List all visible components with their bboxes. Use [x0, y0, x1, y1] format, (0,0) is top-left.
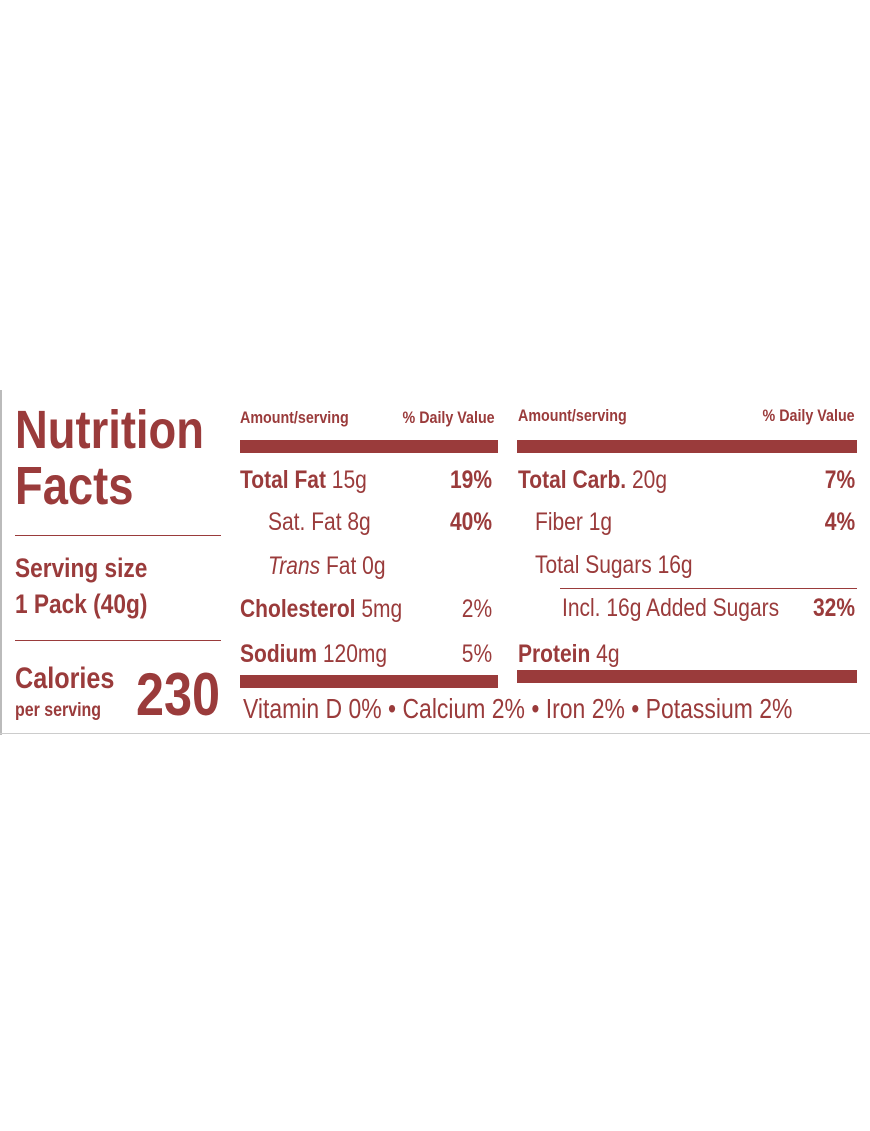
thick-rule	[240, 440, 498, 453]
calories: 230	[136, 661, 221, 728]
nutrient-name: Total Sugars	[535, 551, 652, 579]
nutrient-name: Sat. Fat	[268, 508, 342, 536]
nutrient-amount: 8g	[347, 508, 371, 536]
nutrient-name: Fat	[325, 552, 357, 580]
nutrient-amount: 16g	[657, 551, 693, 579]
nutrient-dv: 7%	[824, 466, 855, 494]
nutrient-name: Cholesterol	[240, 595, 356, 623]
nutrient-name: Protein	[518, 640, 591, 668]
amount-header: Amount/serving	[518, 406, 627, 425]
serving-size-label: Serving size	[15, 553, 148, 583]
nutrient-row: Total Sugars 16g	[535, 551, 693, 580]
nutrient-name-italic: Trans	[268, 552, 321, 580]
nutrient-row: Incl. 16g Added Sugars	[562, 594, 779, 623]
nutrient-name: Sodium	[240, 640, 318, 668]
nutrient-dv: 4%	[824, 508, 855, 536]
nutrient-name: Fiber	[535, 508, 583, 536]
left-edge	[0, 390, 2, 735]
nutrient-row: Cholesterol 5mg	[240, 595, 402, 624]
serving-size: 1 Pack (40g)	[15, 589, 148, 619]
thick-rule	[517, 440, 857, 453]
nutrient-row: Sodium 120mg	[240, 640, 387, 669]
nutrient-row: Total Fat 15g	[240, 466, 367, 495]
nutrient-dv: 5%	[461, 640, 492, 668]
dv-header: % Daily Value	[762, 406, 855, 425]
nutrient-dv: 32%	[812, 594, 855, 622]
nutrient-amount: 1g	[588, 508, 613, 536]
nutrient-amount: 15g	[331, 466, 367, 494]
nutrient-name: Incl. 16g Added Sugars	[562, 594, 780, 622]
nutrient-dv: 19%	[449, 466, 492, 494]
nutrient-amount: 20g	[631, 466, 668, 494]
nutrient-row: Sat. Fat 8g	[268, 508, 371, 537]
footer: Vitamin D 0% • Calcium 2% • Iron 2% • Po…	[243, 693, 793, 724]
dv-header: % Daily Value	[402, 408, 495, 427]
nutrient-row: Protein 4g	[518, 640, 620, 669]
calories-sub: per serving	[15, 700, 102, 721]
rule	[560, 588, 857, 589]
nutrient-amount: 0g	[362, 552, 386, 580]
nutrient-row: Total Carb. 20g	[518, 466, 667, 495]
nutrient-name: Total Fat	[240, 466, 326, 494]
nutrient-amount: 4g	[596, 640, 620, 668]
title: Nutrition Facts	[15, 400, 204, 516]
thick-rule	[240, 675, 498, 688]
nutrient-row: Fiber 1g	[535, 508, 612, 537]
nutrient-dv: 2%	[461, 595, 492, 623]
calories-label: Calories	[15, 662, 115, 695]
nutrient-amount: 120mg	[322, 640, 388, 668]
nutrient-row: Trans Fat 0g	[268, 552, 386, 581]
nutrient-amount: 5mg	[361, 595, 403, 623]
rule	[15, 535, 221, 536]
amount-header: Amount/serving	[240, 408, 349, 427]
thick-rule	[517, 670, 857, 683]
nutrient-name: Total Carb.	[518, 466, 627, 494]
rule	[15, 640, 221, 641]
nutrient-dv: 40%	[449, 508, 492, 536]
bottom-edge	[0, 733, 870, 734]
